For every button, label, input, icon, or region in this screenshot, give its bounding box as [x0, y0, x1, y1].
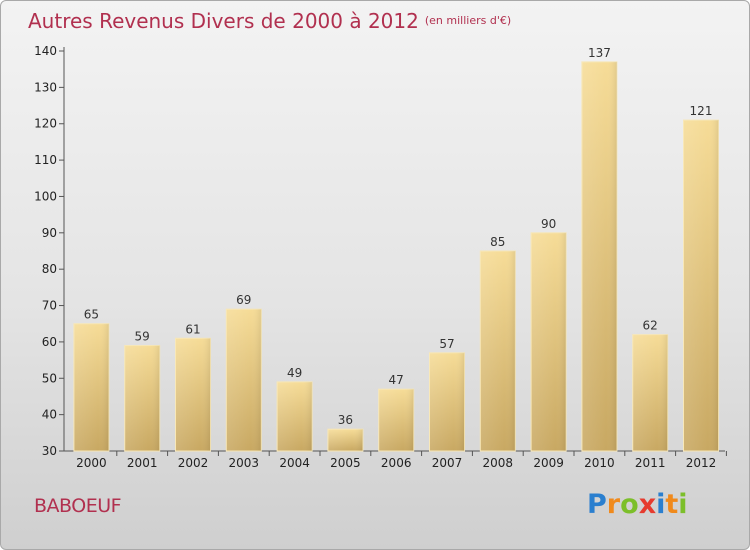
city-name: BABOEUF: [34, 495, 122, 517]
x-tick-label: 2006: [381, 456, 412, 470]
y-tick-label: 120: [34, 117, 57, 131]
bar-shade: [277, 381, 313, 451]
bar-value-label: 36: [338, 413, 353, 427]
bar-value-label: 137: [588, 46, 611, 60]
x-tick-label: 2002: [178, 456, 209, 470]
y-tick-label: 140: [34, 44, 57, 58]
proxiti-logo: Proxiti: [587, 489, 688, 520]
bar-value-label: 59: [135, 330, 150, 344]
y-tick-label: 80: [42, 262, 57, 276]
bar-value-label: 90: [541, 217, 556, 231]
y-tick-label: 110: [34, 153, 57, 167]
bar-value-label: 121: [690, 104, 713, 118]
x-tick-label: 2000: [76, 456, 107, 470]
x-tick-label: 2008: [483, 456, 514, 470]
x-tick-label: 2009: [533, 456, 564, 470]
logo-letter: i: [656, 489, 666, 520]
x-tick-label: 2005: [330, 456, 361, 470]
axes: 30 40 50 60 70 80 90 100 110 120 130 140 2000 2001 200…: [34, 44, 727, 470]
bar-value-label: 61: [185, 322, 200, 336]
bar-value-label: 57: [439, 337, 454, 351]
bar-shade: [124, 345, 160, 451]
logo-letter: t: [665, 489, 679, 520]
bar-value-label: 69: [236, 293, 251, 307]
bars: 65 59 61 69 49 36 47 57 85 90 137 62 121: [73, 46, 719, 452]
bar-value-label: 65: [84, 308, 99, 322]
y-tick-label: 40: [42, 408, 57, 422]
x-tick-label: 2003: [229, 456, 260, 470]
logo-letter: o: [620, 489, 639, 520]
logo-letter: i: [678, 489, 688, 520]
x-tick-label: 2007: [432, 456, 463, 470]
y-tick-label: 70: [42, 299, 57, 313]
x-tick-label: 2011: [635, 456, 666, 470]
chart-title-row: Autres Revenus Divers de 2000 à 2012 (en …: [28, 9, 511, 33]
logo-letter: P: [587, 489, 607, 520]
bar-value-label: 85: [490, 235, 505, 249]
bar-shade: [683, 120, 719, 451]
bar-shade: [327, 429, 363, 451]
bar-shade: [73, 323, 109, 451]
bar-shade: [175, 338, 211, 451]
y-tick-label: 130: [34, 80, 57, 94]
logo-letter: r: [606, 489, 621, 520]
x-tick-label: 2004: [279, 456, 310, 470]
bar-shade: [632, 334, 668, 451]
chart-subtitle: (en milliers d'€): [424, 14, 512, 27]
bar-shade: [581, 61, 617, 452]
x-tick-label: 2001: [127, 456, 158, 470]
y-tick-label: 90: [42, 226, 57, 240]
y-tick-label: 100: [34, 189, 57, 203]
chart-title: Autres Revenus Divers de 2000 à 2012: [28, 9, 419, 33]
y-tick-label: 50: [42, 371, 57, 385]
bar-shade: [429, 352, 465, 451]
x-tick-label: 2012: [686, 456, 717, 470]
logo-letter: x: [638, 489, 657, 520]
bar-shade: [226, 309, 262, 451]
bar-value-label: 47: [389, 373, 404, 387]
y-tick-label: 30: [42, 444, 57, 458]
bar-shade: [531, 232, 567, 451]
y-tick-label: 60: [42, 335, 57, 349]
bar-shade: [378, 389, 414, 451]
bar-value-label: 49: [287, 366, 302, 380]
bar-shade: [480, 251, 516, 451]
bar-value-label: 62: [643, 319, 658, 333]
x-tick-label: 2010: [584, 456, 615, 470]
